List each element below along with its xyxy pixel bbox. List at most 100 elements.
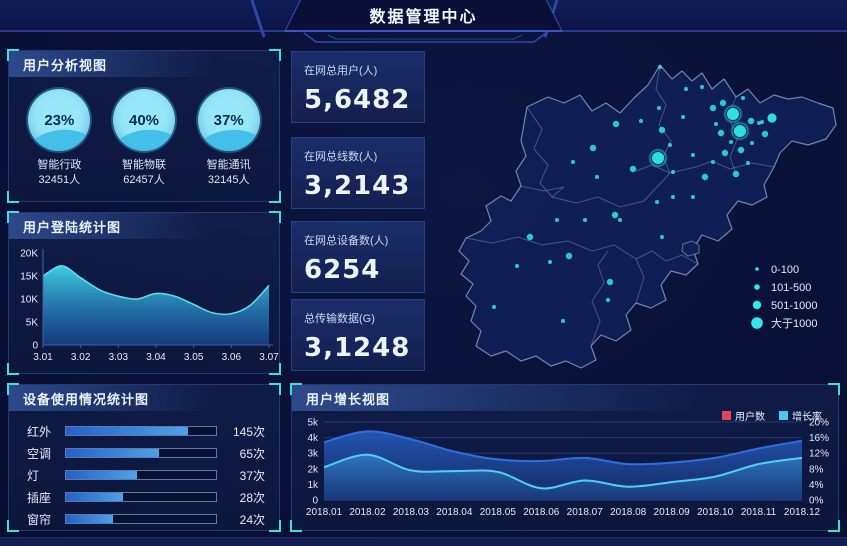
gauge-label: 智能物联 [122,159,166,171]
legend-swatch-growth-icon [779,411,788,420]
corner-bracket-icon [7,520,19,532]
map-dot [595,175,599,179]
growth-x-tick: 2018.11 [741,507,777,518]
corner-bracket-icon [290,520,302,532]
growth-x-tick: 2018.01 [306,507,343,518]
login-x-tick: 3.07 [259,352,279,363]
device-bar-track [65,470,217,480]
stat-label: 总传输数据(G) [304,313,375,325]
gauge-percent: 23% [44,111,75,129]
stat-card-total-devices: 在网总设备数(人) 6254 [291,221,425,293]
map-dot [671,195,675,199]
map-legend-dot-icon [751,317,763,329]
growth-left-tick: 4k [307,433,319,444]
gauge-percent: 40% [128,111,160,129]
growth-right-tick: 4% [809,480,824,491]
device-bar-track [65,426,217,436]
map-dot [681,115,685,119]
map-outline [458,64,837,369]
title-plate: 数据管理中心 [284,0,563,32]
map-dot [526,233,534,241]
growth-x-tick: 2018.03 [393,507,430,518]
login-series-line [42,265,270,316]
device-bar-track [65,492,217,502]
corner-bracket-icon [290,383,302,395]
map-dot [717,129,725,137]
gauge-admin: 23% 智能行政 32451人 [17,89,102,188]
device-bar-track [65,448,217,458]
map-dot [691,153,695,157]
map-dot [639,119,643,123]
growth-x-tick: 2018.07 [567,507,604,518]
device-bar-row: 空调 65次 [9,442,279,464]
header-bar: 数据管理中心 [0,0,847,43]
map-dot [721,149,729,157]
login-series-area [43,265,269,345]
stat-value: 6254 [304,255,381,285]
corner-bracket-icon [269,49,281,61]
title-underline-decoration [303,32,547,43]
map-dot-ring [649,149,667,167]
stat-value: 5,6482 [304,85,411,115]
map-dot [691,195,695,199]
map-dot [668,143,672,147]
device-bar-fill [66,471,137,479]
map-dot [732,170,740,178]
map-legend-label: 501-1000 [771,300,818,312]
device-bar-fill [66,515,113,523]
gauge-iot: 40% 智能物联 62457人 [102,89,187,188]
panel-title: 设备使用情况统计图 [9,385,279,411]
liquid-circle: 37% [197,89,260,151]
map-dot [701,173,709,181]
region-map: 0-100 101-500 501-1000 大于1000 [430,45,847,380]
map-dot [612,120,620,128]
map-legend-label: 101-500 [771,282,811,294]
map-scatter-dots [492,65,777,323]
growth-x-tick: 2018.09 [654,507,691,518]
growth-rate-area [324,454,802,500]
growth-chart-legend: 用户数 增长率 [722,408,822,423]
growth-users-line [323,430,803,466]
map-dot [583,218,587,222]
stat-card-total-users: 在网总用户(人) 5,6482 [291,51,425,123]
map-dot [606,298,610,302]
device-bar-row: 窗帘 24次 [9,508,279,530]
legend-item-users[interactable]: 用户数 [722,408,765,423]
map-legend-label: 0-100 [771,264,799,276]
map-dot [555,218,559,222]
device-bar-fill [66,493,123,501]
panel-login-stats: 用户登陆统计图 0 5K 10K 15K 20K 3.01 3.02 3.03 3.04 3.05… [7,211,281,375]
gauge-label: 智能通讯 [206,159,251,171]
map-dot [657,106,661,110]
growth-left-tick: 2k [307,464,319,475]
map-legend-label: 大于1000 [771,316,817,330]
login-y-tick: 0 [32,341,38,352]
map-dot [492,305,496,309]
corner-bracket-icon [828,520,840,532]
growth-left-tick: 3k [307,449,319,460]
device-bar-chart: 红外 145次 空调 65次灯 37次 插座 28次 窗帘 24次 [9,411,279,530]
panel-user-growth: 用户增长视图 用户数 增长率 0 1k 2k 3k 4k 5k 0% 4% 8% 12% 16% 20… [290,383,840,532]
map-dot [734,125,746,137]
stat-label: 在网总线数(人) [304,151,378,163]
legend-item-growth[interactable]: 增长率 [779,408,822,423]
map-dot [737,146,745,154]
corner-bracket-icon [269,383,281,395]
gauge-comms: 37% 智能通讯 32145人 [186,89,271,188]
growth-right-tick: 0% [809,496,824,507]
growth-rate-line [323,453,803,490]
device-bar-row: 灯 37次 [9,464,279,486]
map-dot [565,252,573,260]
map-dot-ring [731,122,749,140]
liquid-gauges: 23% 智能行政 32451人 40% 智能物联 62457人 37% 智能通讯 32… [9,77,279,188]
legend-label: 增长率 [792,412,822,423]
gauge-count: 32145人 [207,174,250,186]
corner-bracket-icon [7,363,19,375]
map-dot [671,170,675,174]
login-x-tick: 3.03 [109,352,129,363]
map-legend-dot-icon [755,267,759,271]
map-dot [750,141,754,145]
growth-x-tick: 2018.05 [480,507,517,518]
map-svg: 0-100 101-500 501-1000 大于1000 [458,64,837,369]
device-bar-label: 红外 [27,424,52,439]
